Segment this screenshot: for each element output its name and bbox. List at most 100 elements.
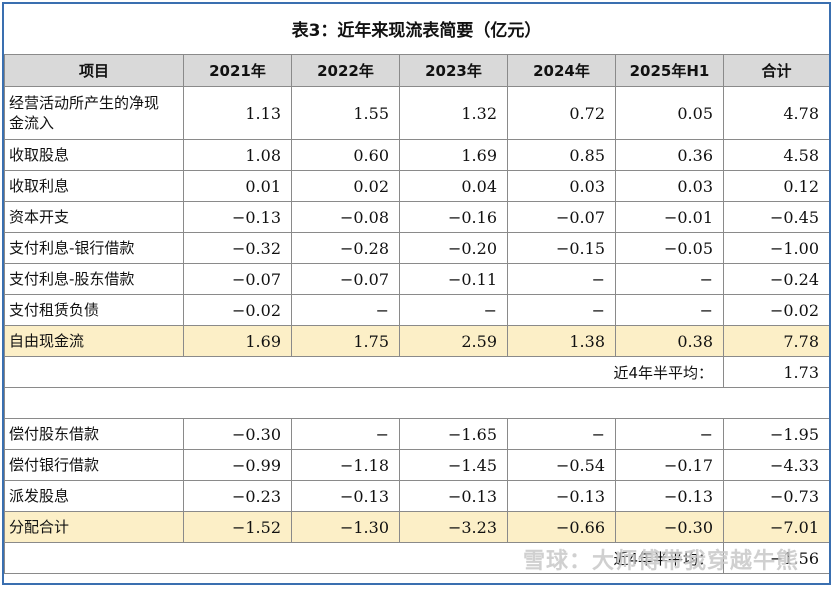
header-cell: 2024年 bbox=[507, 54, 616, 87]
table-row: 支付利息-银行借款 −0.32 −0.28 −0.20 −0.15 −0.05 … bbox=[4, 232, 829, 264]
cell-value: −0.32 bbox=[183, 232, 292, 264]
cell-value: −0.08 bbox=[291, 201, 400, 233]
row-label: 收取股息 bbox=[4, 139, 184, 171]
row-label: 派发股息 bbox=[4, 480, 184, 512]
header-cell: 合计 bbox=[723, 54, 829, 87]
cell-value: 1.38 bbox=[507, 325, 616, 357]
cell-value: −0.13 bbox=[291, 480, 400, 512]
row-label: 分配合计 bbox=[4, 511, 184, 543]
cell-value: −0.20 bbox=[399, 232, 508, 264]
cell-value: −0.11 bbox=[399, 263, 508, 295]
cell-value: −4.33 bbox=[723, 449, 829, 481]
cell-value: −1.18 bbox=[291, 449, 400, 481]
average-row: 近4年半平均： −1.56 bbox=[4, 542, 829, 574]
cell-value: 0.03 bbox=[615, 170, 724, 202]
cell-value: − bbox=[291, 294, 400, 326]
table-row: 偿付银行借款 −0.99 −1.18 −1.45 −0.54 −0.17 −4.… bbox=[4, 449, 829, 481]
row-label: 经营活动所产生的净现金流入 bbox=[4, 86, 184, 140]
cell-value: −0.05 bbox=[615, 232, 724, 264]
cell-value: −0.17 bbox=[615, 449, 724, 481]
cell-value: −0.02 bbox=[183, 294, 292, 326]
cell-value: − bbox=[615, 294, 724, 326]
cell-value: 0.02 bbox=[291, 170, 400, 202]
cell-value: − bbox=[507, 294, 616, 326]
cell-value: −0.99 bbox=[183, 449, 292, 481]
cell-value: −0.13 bbox=[615, 480, 724, 512]
cell-value: −0.30 bbox=[615, 511, 724, 543]
cell-value: 1.69 bbox=[183, 325, 292, 357]
cell-value: −7.01 bbox=[723, 511, 829, 543]
cell-value: −0.13 bbox=[183, 201, 292, 233]
cell-value: 0.03 bbox=[507, 170, 616, 202]
cell-value: −0.07 bbox=[183, 263, 292, 295]
cell-value: 1.13 bbox=[183, 86, 292, 140]
cell-value: −0.16 bbox=[399, 201, 508, 233]
average-value: −1.56 bbox=[723, 542, 829, 574]
header-row: 项目 2021年 2022年 2023年 2024年 2025年H1 合计 bbox=[4, 54, 829, 87]
cell-value: −0.54 bbox=[507, 449, 616, 481]
cell-value: 0.05 bbox=[615, 86, 724, 140]
cell-value: 4.58 bbox=[723, 139, 829, 171]
cell-value: −0.13 bbox=[399, 480, 508, 512]
cell-value: 0.12 bbox=[723, 170, 829, 202]
cell-value: −1.95 bbox=[723, 418, 829, 450]
table-title: 表3：近年来现流表简要（亿元） bbox=[291, 21, 542, 41]
cell-value: 0.60 bbox=[291, 139, 400, 171]
cell-value: −3.23 bbox=[399, 511, 508, 543]
row-label: 支付利息-股东借款 bbox=[4, 263, 184, 295]
cell-value: −1.52 bbox=[183, 511, 292, 543]
cell-value: 1.08 bbox=[183, 139, 292, 171]
free-cash-flow-row: 自由现金流 1.69 1.75 2.59 1.38 0.38 7.78 bbox=[4, 325, 829, 357]
average-label: 近4年半平均： bbox=[4, 356, 724, 388]
cell-value: 0.85 bbox=[507, 139, 616, 171]
cell-value: −0.30 bbox=[183, 418, 292, 450]
row-label: 资本开支 bbox=[4, 201, 184, 233]
cell-value: 7.78 bbox=[723, 325, 829, 357]
table-row: 资本开支 −0.13 −0.08 −0.16 −0.07 −0.01 −0.45 bbox=[4, 201, 829, 233]
table-row: 派发股息 −0.23 −0.13 −0.13 −0.13 −0.13 −0.73 bbox=[4, 480, 829, 512]
average-row: 近4年半平均： 1.73 bbox=[4, 356, 829, 388]
cell-value: −0.24 bbox=[723, 263, 829, 295]
row-label: 收取利息 bbox=[4, 170, 184, 202]
cashflow-table: 项目 2021年 2022年 2023年 2024年 2025年H1 合计 经营… bbox=[4, 54, 829, 574]
header-cell: 2021年 bbox=[183, 54, 292, 87]
cell-value: −1.45 bbox=[399, 449, 508, 481]
row-label: 偿付股东借款 bbox=[4, 418, 184, 450]
header-cell: 项目 bbox=[4, 54, 184, 87]
cell-value: 0.04 bbox=[399, 170, 508, 202]
cell-value: −0.13 bbox=[507, 480, 616, 512]
table-row: 收取利息 0.01 0.02 0.04 0.03 0.03 0.12 bbox=[4, 170, 829, 202]
cell-value: −0.23 bbox=[183, 480, 292, 512]
cell-value: − bbox=[615, 263, 724, 295]
distribution-total-row: 分配合计 −1.52 −1.30 −3.23 −0.66 −0.30 −7.01 bbox=[4, 511, 829, 543]
cell-value: 0.72 bbox=[507, 86, 616, 140]
row-label: 自由现金流 bbox=[4, 325, 184, 357]
cell-value: −0.07 bbox=[507, 201, 616, 233]
cell-value: 1.69 bbox=[399, 139, 508, 171]
row-label: 偿付银行借款 bbox=[4, 449, 184, 481]
cell-value: −0.02 bbox=[723, 294, 829, 326]
cell-value: 1.55 bbox=[291, 86, 400, 140]
cell-value: 0.38 bbox=[615, 325, 724, 357]
cell-value: −0.07 bbox=[291, 263, 400, 295]
table-row: 支付利息-股东借款 −0.07 −0.07 −0.11 − − −0.24 bbox=[4, 263, 829, 295]
cell-value: −0.66 bbox=[507, 511, 616, 543]
row-label: 支付租赁负债 bbox=[4, 294, 184, 326]
cell-value: −1.30 bbox=[291, 511, 400, 543]
header-cell: 2023年 bbox=[399, 54, 508, 87]
table-row: 偿付股东借款 −0.30 − −1.65 − − −1.95 bbox=[4, 418, 829, 450]
cell-value: 1.75 bbox=[291, 325, 400, 357]
cell-value: −0.28 bbox=[291, 232, 400, 264]
average-value: 1.73 bbox=[723, 356, 829, 388]
cell-value: 2.59 bbox=[399, 325, 508, 357]
table-row: 收取股息 1.08 0.60 1.69 0.85 0.36 4.58 bbox=[4, 139, 829, 171]
table-row: 经营活动所产生的净现金流入 1.13 1.55 1.32 0.72 0.05 4… bbox=[4, 86, 829, 140]
cell-value: −0.01 bbox=[615, 201, 724, 233]
cell-value: −1.00 bbox=[723, 232, 829, 264]
cell-value: 0.01 bbox=[183, 170, 292, 202]
cell-value: 4.78 bbox=[723, 86, 829, 140]
row-label: 支付利息-银行借款 bbox=[4, 232, 184, 264]
header-cell: 2022年 bbox=[291, 54, 400, 87]
header-cell: 2025年H1 bbox=[615, 54, 724, 87]
